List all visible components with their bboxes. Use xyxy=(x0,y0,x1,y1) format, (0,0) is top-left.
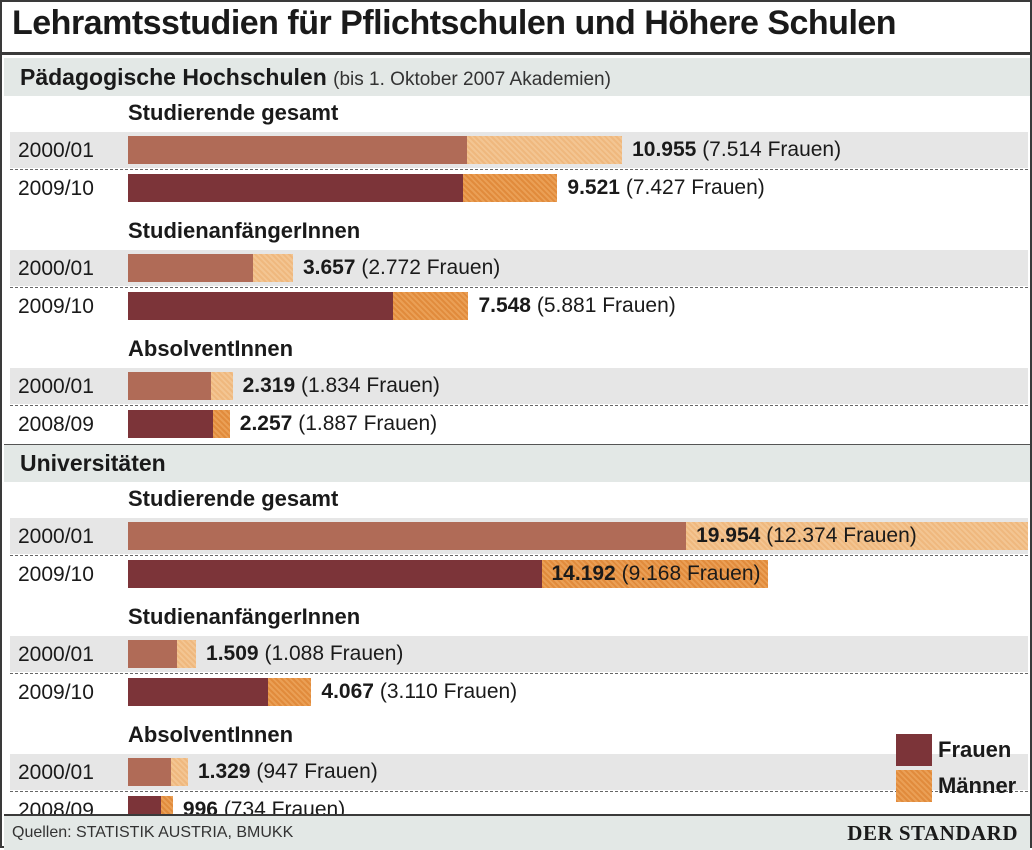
bar-frauen xyxy=(128,292,394,320)
bar-maenner xyxy=(393,292,469,320)
row-separator xyxy=(10,555,1028,556)
bar-frauen xyxy=(128,678,269,706)
bar-maenner xyxy=(161,796,173,824)
total-value: 10.955 xyxy=(632,138,697,161)
section-title: Universitäten xyxy=(20,450,166,476)
bar-maenner xyxy=(213,410,230,438)
section-header: Universitäten xyxy=(4,444,1030,482)
group-label: StudienanfängerInnen xyxy=(128,604,361,629)
row-separator xyxy=(10,169,1028,170)
value-label: 3.657 (2.772 Frauen) xyxy=(303,256,500,280)
value-label: 9.521 (7.427 Frauen) xyxy=(567,176,764,200)
year-label: 2000/01 xyxy=(18,257,94,280)
group-label: StudienanfängerInnen xyxy=(128,218,361,243)
year-label: 2000/01 xyxy=(18,643,94,666)
section-title: Pädagogische Hochschulen (bis 1. Oktober… xyxy=(20,64,611,90)
bar-maenner xyxy=(541,560,769,588)
total-value: 2.319 xyxy=(242,374,296,397)
total-value: 3.657 xyxy=(302,256,356,279)
bar-frauen xyxy=(128,410,214,438)
frauen-value: (12.374 Frauen) xyxy=(766,524,917,547)
total-value: 9.521 xyxy=(567,176,620,199)
group-label: Studierende gesamt xyxy=(128,486,339,511)
frauen-value: (2.772 Frauen) xyxy=(361,256,501,279)
frauen-value: (1.887 Frauen) xyxy=(298,412,438,435)
row-separator xyxy=(10,791,1028,792)
legend-swatch-frauen xyxy=(896,734,932,766)
bar-maenner xyxy=(177,640,197,668)
value-label: 14.192 (9.168 Frauen) xyxy=(552,562,761,586)
total-value: 2.257 xyxy=(239,412,293,435)
year-label: 2000/01 xyxy=(18,139,94,162)
bar-frauen xyxy=(128,640,178,668)
legend-label-frauen: Frauen xyxy=(938,737,1012,762)
total-value: 14.192 xyxy=(551,562,616,585)
total-value: 19.954 xyxy=(696,524,761,547)
section-note: (bis 1. Oktober 2007 Akademien) xyxy=(333,69,611,90)
bar-maenner xyxy=(268,678,312,706)
frauen-value: (1.088 Frauen) xyxy=(264,642,404,665)
source-note: Quellen: STATISTIK AUSTRIA, BMUKK xyxy=(12,824,294,841)
legend-label-maenner: Männer xyxy=(938,773,1017,798)
total-value: 4.067 xyxy=(321,680,374,703)
value-label: 2.319 (1.834 Frauen) xyxy=(243,374,440,398)
total-value: 1.329 xyxy=(197,760,251,783)
year-label: 2009/10 xyxy=(18,563,94,586)
bar-frauen xyxy=(128,372,211,400)
bar-frauen xyxy=(128,560,542,588)
frauen-value: (7.514 Frauen) xyxy=(702,138,842,161)
frauen-value: (1.834 Frauen) xyxy=(301,374,440,397)
bar-frauen xyxy=(128,254,254,282)
year-label: 2009/10 xyxy=(18,177,94,200)
publisher-logo: DER STANDARD xyxy=(847,821,1018,845)
bar-maenner xyxy=(466,136,623,164)
row-separator xyxy=(10,287,1028,288)
legend-swatch-maenner xyxy=(896,770,932,802)
bar-maenner xyxy=(210,372,233,400)
year-label: 2009/10 xyxy=(18,295,94,318)
value-label: 1.509 (1.088 Frauen) xyxy=(206,642,403,666)
total-value: 7.548 xyxy=(478,294,531,317)
year-label: 2008/09 xyxy=(18,413,94,436)
row-separator xyxy=(10,673,1028,674)
footer: Quellen: STATISTIK AUSTRIA, BMUKK DER ST… xyxy=(4,814,1030,850)
title-rule xyxy=(2,52,1030,55)
year-label: 2000/01 xyxy=(18,375,94,398)
bar-frauen xyxy=(128,136,467,164)
frauen-value: (3.110 Frauen) xyxy=(379,680,518,703)
value-label: 10.955 (7.514 Frauen) xyxy=(632,138,841,162)
group-label: AbsolventInnen xyxy=(128,336,294,361)
value-label: 1.329 (947 Frauen) xyxy=(198,760,378,784)
frauen-value: (5.881 Frauen) xyxy=(536,294,676,317)
bar-frauen xyxy=(128,522,687,550)
bar-maenner xyxy=(170,758,188,786)
bar-maenner xyxy=(686,522,1028,550)
value-label: 4.067 (3.110 Frauen) xyxy=(321,680,517,704)
group-label: Studierende gesamt xyxy=(128,100,339,125)
value-label: 19.954 (12.374 Frauen) xyxy=(696,524,917,548)
section-rule xyxy=(4,444,1030,445)
frauen-value: (9.168 Frauen) xyxy=(621,562,761,585)
frauen-value: (7.427 Frauen) xyxy=(625,176,765,199)
section-header: Pädagogische Hochschulen (bis 1. Oktober… xyxy=(4,58,1030,96)
value-label: 2.257 (1.887 Frauen) xyxy=(240,412,437,436)
bar-maenner xyxy=(462,174,558,202)
group-label: AbsolventInnen xyxy=(128,722,294,747)
year-label: 2000/01 xyxy=(18,761,94,784)
value-label: 7.548 (5.881 Frauen) xyxy=(478,294,675,318)
bar-maenner xyxy=(253,254,293,282)
year-label: 2009/10 xyxy=(18,681,94,704)
chart-title: Lehramtsstudien für Pflichtschulen und H… xyxy=(12,4,897,42)
frauen-value: (947 Frauen) xyxy=(256,760,378,783)
total-value: 1.509 xyxy=(206,642,259,665)
year-label: 2000/01 xyxy=(18,525,94,548)
row-separator xyxy=(10,405,1028,406)
bar-frauen xyxy=(128,758,171,786)
bar-frauen xyxy=(128,174,463,202)
